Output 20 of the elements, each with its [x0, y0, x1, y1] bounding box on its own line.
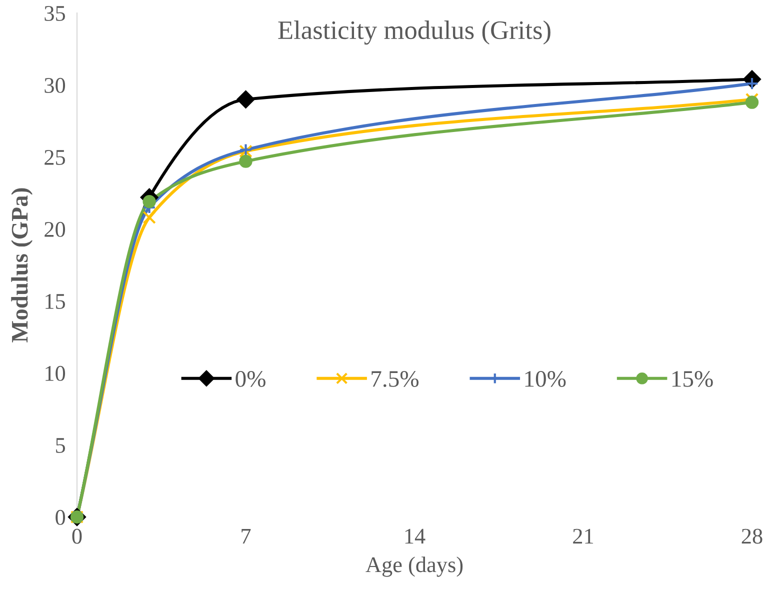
x-tick-label: 0	[72, 528, 82, 544]
y-axis-title: Modulus (GPa)	[11, 188, 33, 342]
x-tick-label: 7	[242, 528, 251, 544]
legend-label: 10%	[525, 370, 566, 387]
y-tick-label: 10	[46, 366, 66, 381]
y-tick-label: 15	[46, 294, 66, 309]
x-axis-title: Age (days)	[366, 556, 463, 577]
x-tick-label: 21	[573, 528, 594, 544]
x-tick-label: 14	[405, 528, 426, 544]
y-tick-label: 20	[44, 222, 66, 237]
legend-label: 7.5%	[372, 370, 419, 388]
chart-title: Elasticity modulus (Grits)	[278, 20, 550, 45]
y-tick-label: 25	[44, 150, 66, 165]
y-tick-label: 0	[56, 510, 66, 525]
y-tick-label: 35	[44, 6, 66, 21]
legend-label: 0%	[236, 370, 266, 387]
y-tick-label: 30	[44, 78, 66, 93]
legend-label: 15%	[672, 370, 713, 387]
y-tick-label: 5	[56, 438, 66, 453]
x-tick-label: 28	[742, 528, 762, 544]
